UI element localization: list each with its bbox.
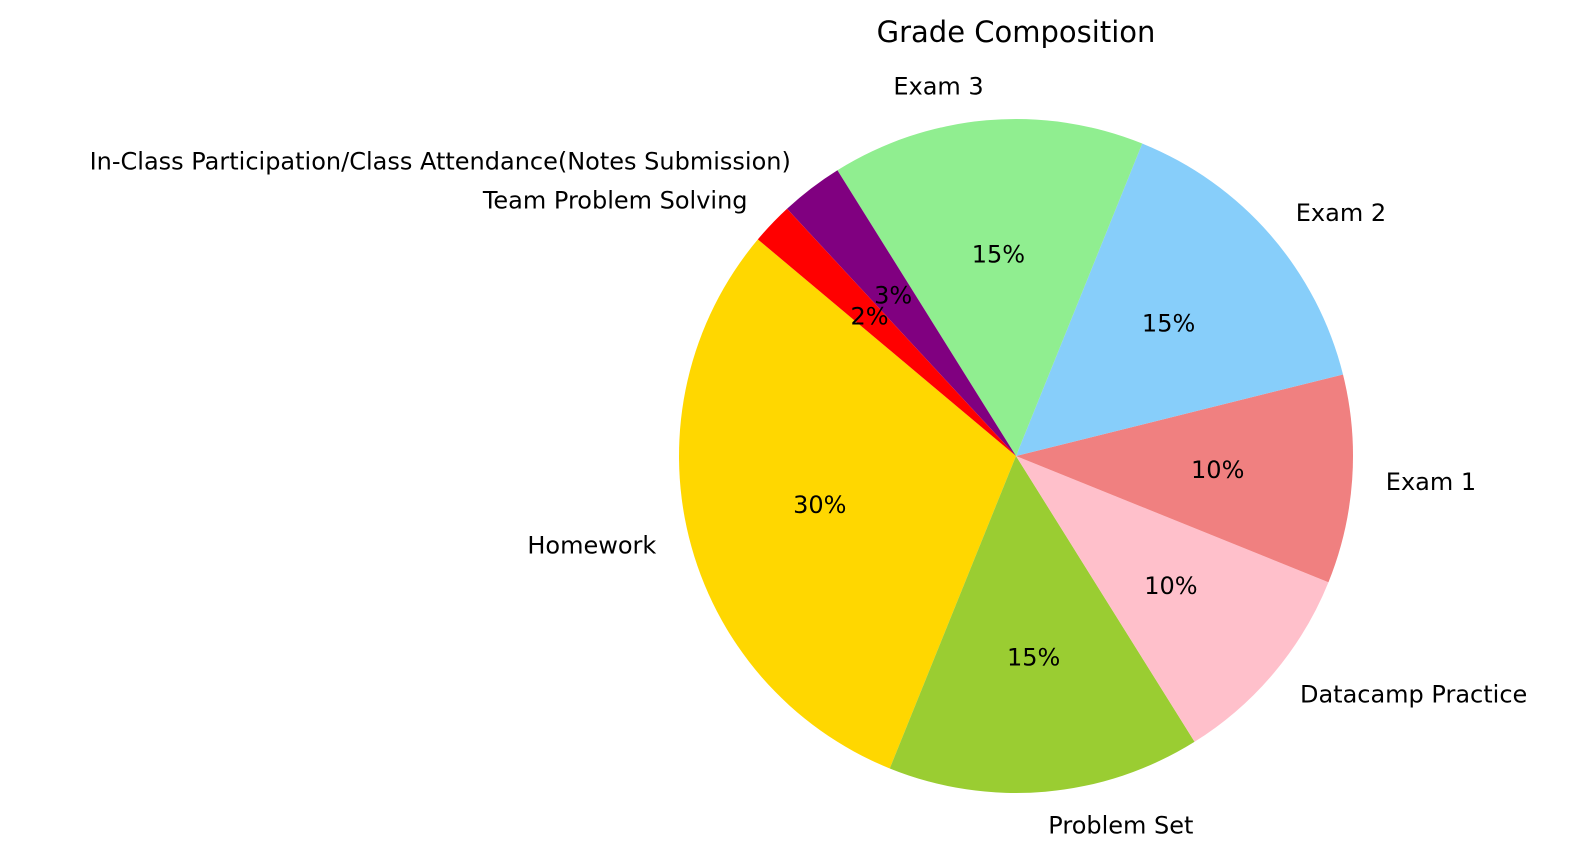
- slice-label-team-problem-solving: Team Problem Solving: [482, 186, 748, 214]
- slice-label-exam-1: Exam 1: [1386, 468, 1476, 496]
- percent-label-exam-2: 15%: [1142, 309, 1195, 337]
- slice-label-problem-set: Problem Set: [1048, 811, 1193, 839]
- slice-label-homework: Homework: [527, 532, 656, 560]
- percent-labels-layer: 30% 15% 10% 10% 15% 15% 3%2%: [793, 241, 1244, 672]
- pie-slice-homework: [678, 239, 1016, 769]
- pie-slice-exam-2: [1016, 143, 1343, 457]
- pie-slice-datacamp-practice: [1016, 456, 1329, 742]
- pie-slice-exam-3: [837, 119, 1143, 457]
- slices-layer: [678, 119, 1353, 793]
- slice-label-exam-2: Exam 2: [1296, 199, 1386, 227]
- percent-label-exam-1: 10%: [1191, 456, 1244, 484]
- slice-label-datacamp-practice: Datacamp Practice: [1300, 680, 1527, 708]
- percent-label-in-class-participation-class-attendance-notes-submission: 3%: [874, 281, 912, 309]
- pie-slice-in-class-participation-class-attendance-notes-submission: [787, 170, 1016, 456]
- pie-slice-problem-set: [889, 456, 1195, 793]
- pie-slice-exam-1: [1016, 374, 1353, 583]
- percent-label-datacamp-practice: 10%: [1144, 572, 1197, 600]
- slice-label-in-class-participation-class-attendance-notes-submission: In-Class Participation/Class Attendance(…: [90, 148, 791, 176]
- labels-layer: Homework Problem Set Datacamp Practice Exam…: [90, 73, 1528, 840]
- percent-label-team-problem-solving: 2%: [851, 303, 889, 331]
- percent-label-homework: 30%: [793, 491, 846, 519]
- slice-label-exam-3: Exam 3: [893, 73, 983, 101]
- percent-label-problem-set: 15%: [1007, 643, 1060, 671]
- chart-title: Grade Composition: [877, 15, 1156, 49]
- percent-label-exam-3: 15%: [972, 241, 1025, 269]
- pie-slice-team-problem-solving: [757, 208, 1016, 456]
